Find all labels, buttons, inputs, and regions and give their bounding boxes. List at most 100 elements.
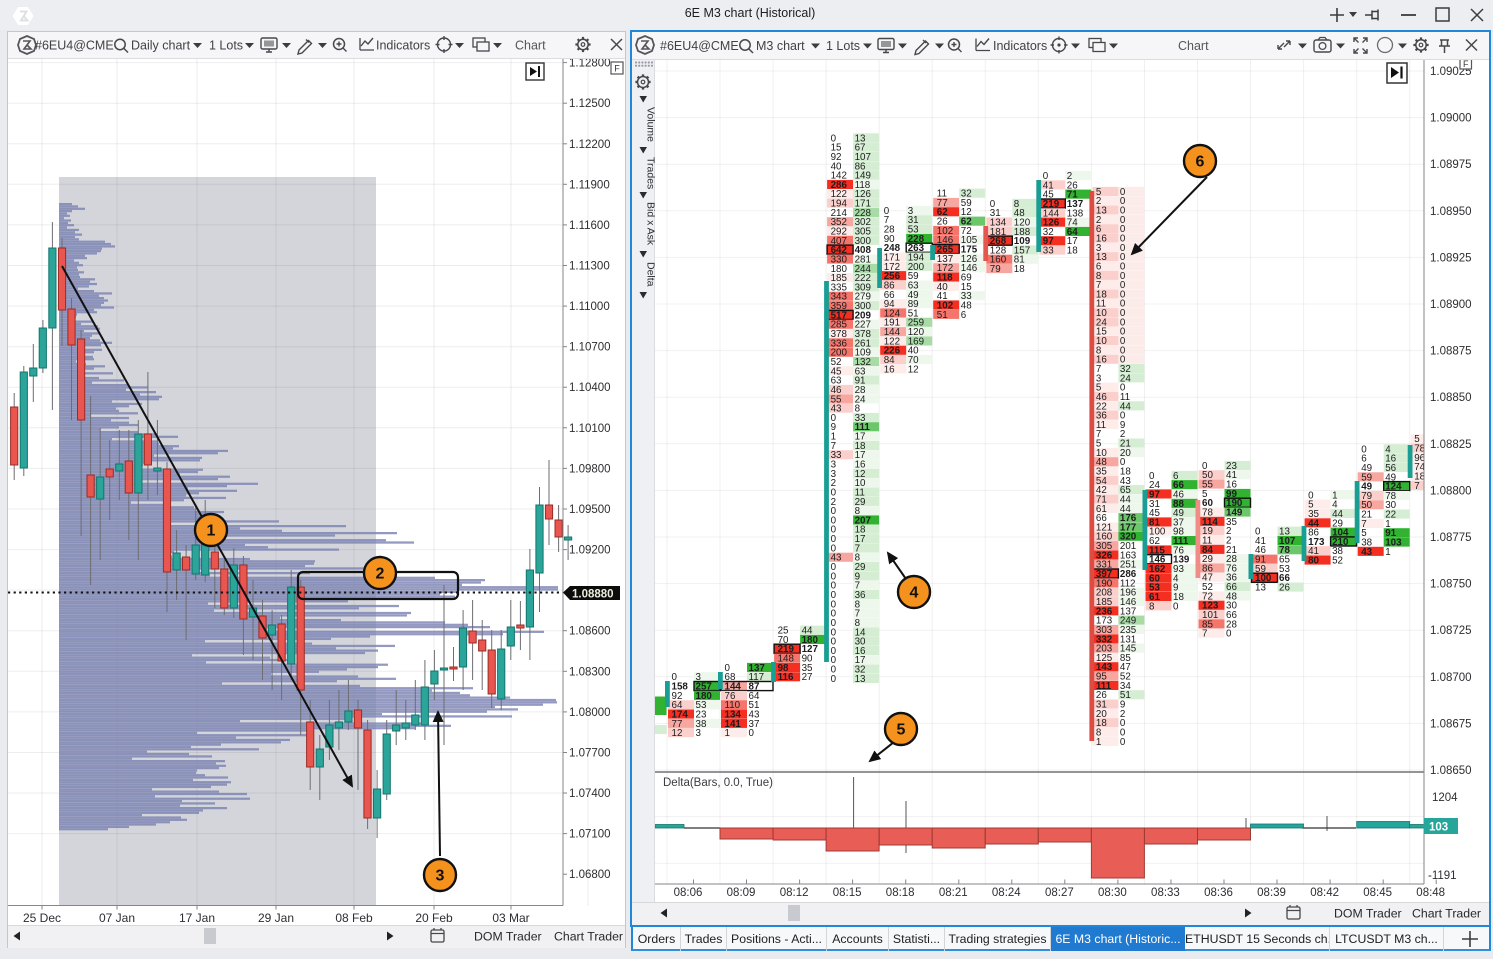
svg-text:1.08300: 1.08300	[569, 666, 611, 678]
svg-text:7: 7	[1096, 280, 1101, 291]
svg-text:191: 191	[884, 318, 900, 329]
svg-text:66: 66	[884, 290, 895, 301]
svg-text:251: 251	[1120, 560, 1136, 571]
svg-text:12: 12	[908, 364, 919, 375]
svg-text:3: 3	[696, 728, 702, 739]
svg-text:40: 40	[831, 161, 842, 172]
svg-text:180: 180	[831, 264, 848, 275]
svg-text:1.11600: 1.11600	[569, 220, 610, 232]
svg-text:104: 104	[1332, 528, 1349, 539]
svg-text:8: 8	[855, 618, 861, 629]
svg-text:Chart Trader: Chart Trader	[1412, 907, 1481, 921]
svg-text:111: 111	[1173, 536, 1189, 547]
svg-text:55: 55	[831, 394, 842, 405]
svg-text:41: 41	[937, 291, 948, 302]
svg-text:5: 5	[1096, 439, 1102, 450]
svg-text:196: 196	[1120, 588, 1137, 599]
svg-text:145: 145	[1120, 644, 1137, 655]
svg-text:2: 2	[1226, 536, 1231, 547]
svg-text:29: 29	[855, 562, 866, 573]
svg-text:86: 86	[884, 281, 895, 292]
svg-text:1.08700: 1.08700	[1430, 672, 1472, 684]
svg-text:Volume: Volume	[645, 107, 656, 142]
svg-text:0: 0	[1043, 171, 1049, 182]
svg-text:185: 185	[831, 273, 848, 284]
svg-text:173: 173	[1096, 616, 1113, 627]
svg-text:1.09500: 1.09500	[569, 504, 611, 516]
svg-text:47: 47	[1120, 662, 1131, 673]
svg-text:63: 63	[855, 366, 866, 377]
svg-text:7: 7	[855, 543, 860, 554]
svg-text:91: 91	[1255, 555, 1266, 566]
svg-text:286: 286	[831, 180, 848, 191]
svg-text:5: 5	[1414, 434, 1420, 445]
svg-text:08:15: 08:15	[833, 887, 862, 899]
svg-text:0: 0	[831, 637, 837, 648]
svg-text:70: 70	[908, 355, 919, 366]
svg-text:118: 118	[855, 180, 871, 191]
svg-text:408: 408	[855, 245, 872, 256]
svg-text:30: 30	[855, 637, 866, 648]
svg-text:163: 163	[1120, 550, 1137, 561]
svg-text:78: 78	[1202, 508, 1213, 519]
svg-text:3: 3	[1096, 243, 1102, 254]
svg-text:0: 0	[831, 534, 837, 545]
svg-text:78: 78	[1279, 545, 1290, 556]
svg-text:109: 109	[1014, 236, 1031, 247]
svg-text:244: 244	[855, 264, 872, 275]
svg-text:407: 407	[831, 236, 847, 247]
svg-text:1.07100: 1.07100	[569, 829, 611, 841]
svg-text:78: 78	[1414, 444, 1425, 455]
svg-text:30: 30	[1226, 601, 1237, 612]
svg-text:112: 112	[1120, 578, 1136, 589]
svg-text:16: 16	[1096, 234, 1107, 245]
svg-text:08:27: 08:27	[1045, 887, 1074, 899]
svg-text:0: 0	[831, 618, 837, 629]
svg-text:332: 332	[1096, 634, 1113, 645]
svg-text:17: 17	[855, 432, 866, 443]
svg-text:11: 11	[855, 488, 865, 499]
svg-text:286: 286	[1120, 569, 1137, 580]
svg-text:51: 51	[908, 308, 919, 319]
svg-text:1.08850: 1.08850	[1430, 392, 1472, 404]
svg-text:171: 171	[855, 199, 871, 210]
svg-text:52: 52	[831, 357, 842, 368]
svg-text:1.08950: 1.08950	[1430, 206, 1472, 218]
svg-text:84: 84	[1202, 545, 1213, 556]
svg-text:Indicators: Indicators	[993, 39, 1047, 53]
svg-text:642: 642	[831, 245, 848, 256]
svg-text:38: 38	[696, 719, 707, 730]
svg-text:1.10400: 1.10400	[569, 382, 611, 394]
svg-text:19: 19	[1202, 526, 1213, 537]
svg-text:66: 66	[1279, 573, 1290, 584]
svg-text:142: 142	[831, 171, 847, 182]
svg-text:52: 52	[1202, 582, 1213, 593]
svg-text:0: 0	[831, 581, 837, 592]
svg-text:1.08880: 1.08880	[572, 589, 614, 601]
svg-text:107: 107	[1279, 536, 1296, 547]
svg-text:6: 6	[1096, 262, 1102, 273]
svg-text:0: 0	[831, 543, 837, 554]
svg-text:45: 45	[1149, 508, 1160, 519]
svg-text:DOM Trader: DOM Trader	[1334, 907, 1402, 921]
svg-text:149: 149	[855, 171, 871, 182]
svg-text:124: 124	[884, 308, 901, 319]
svg-text:0: 0	[1226, 629, 1232, 640]
svg-text:M3 chart: M3 chart	[756, 39, 805, 53]
svg-text:138: 138	[1067, 208, 1084, 219]
svg-text:0: 0	[725, 663, 731, 674]
svg-text:3: 3	[436, 868, 445, 885]
svg-text:91: 91	[855, 376, 866, 387]
svg-text:7: 7	[1202, 629, 1207, 640]
svg-text:139: 139	[1173, 555, 1190, 566]
svg-text:103: 103	[1385, 538, 1402, 549]
svg-text:5: 5	[1096, 187, 1102, 198]
svg-text:0: 0	[1120, 327, 1126, 338]
svg-text:1.06800: 1.06800	[569, 869, 611, 881]
svg-text:Trades: Trades	[645, 157, 656, 189]
svg-text:0: 0	[831, 515, 837, 526]
svg-text:49: 49	[1361, 482, 1372, 493]
svg-text:0: 0	[831, 655, 837, 666]
svg-text:46: 46	[831, 385, 842, 396]
svg-text:43: 43	[831, 404, 842, 415]
